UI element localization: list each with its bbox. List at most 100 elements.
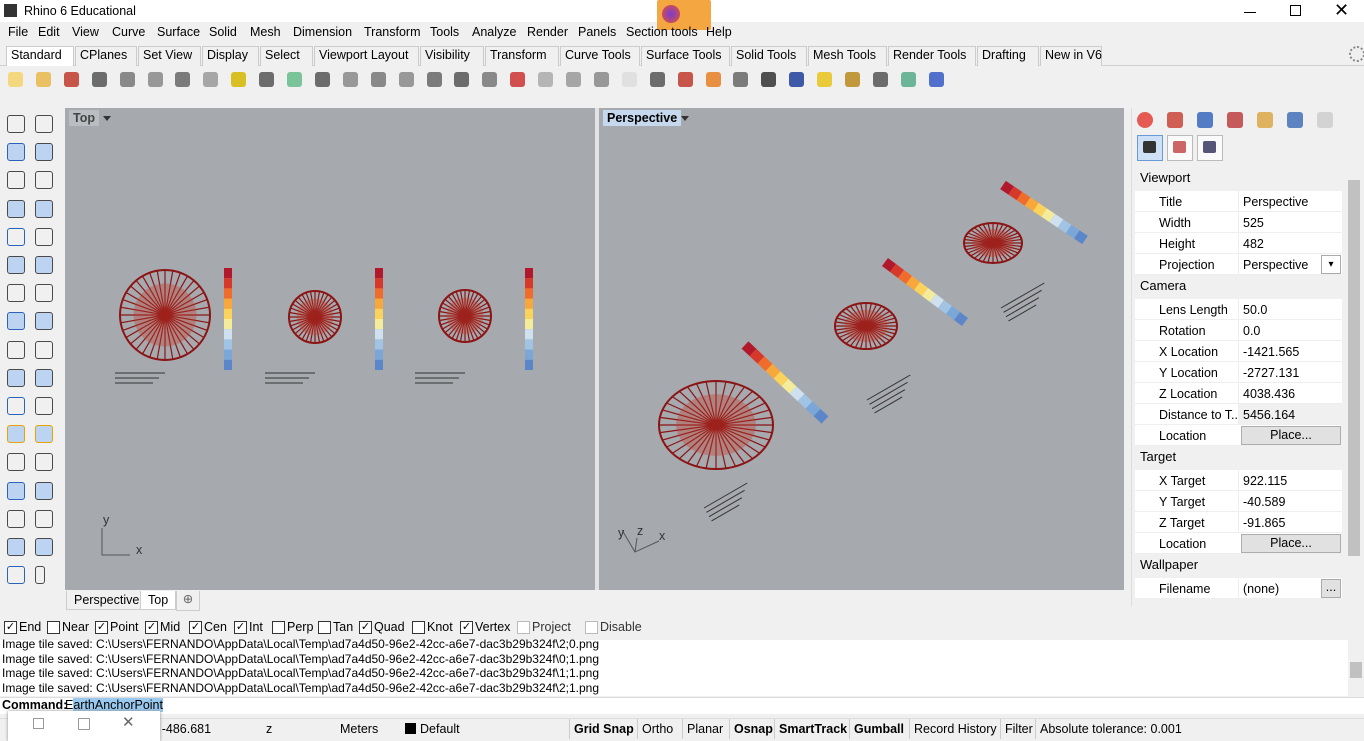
tab[interactable] [202, 46, 259, 66]
menu-item[interactable]: Surface [157, 25, 201, 39]
tool-icon[interactable] [35, 284, 53, 303]
property-value-text[interactable]: 482 [1243, 237, 1264, 251]
tool-icon[interactable] [7, 115, 25, 133]
dropdown-arrow[interactable]: ▾ [1321, 255, 1341, 274]
tool-icon[interactable] [35, 115, 53, 133]
tool-icon[interactable] [7, 312, 25, 331]
property-value-text[interactable]: 0.0 [1243, 324, 1261, 338]
status-toggle[interactable]: Record History [914, 722, 997, 736]
menu-item[interactable]: Section tools [626, 25, 698, 39]
tool-icon[interactable] [7, 256, 25, 274]
add-viewport-tab[interactable]: ⊕ [176, 591, 200, 611]
tool-icon[interactable] [35, 256, 53, 274]
property-value-text[interactable]: 525 [1243, 216, 1264, 230]
tool-icon[interactable] [35, 425, 53, 444]
status-toggle[interactable]: SmartTrack [779, 722, 848, 736]
tool-icon[interactable] [35, 312, 53, 331]
tab[interactable] [731, 46, 807, 66]
osnap-checkbox[interactable]: ✓ [4, 621, 17, 634]
command-input[interactable]: EarthAnchorPoint [65, 698, 163, 712]
tool-icon[interactable] [35, 171, 53, 190]
osnap-label[interactable]: Project [532, 620, 571, 634]
tab[interactable] [560, 46, 640, 66]
viewport-title[interactable]: Top [69, 110, 99, 126]
tool-icon[interactable] [7, 397, 25, 415]
tab[interactable] [888, 46, 976, 66]
osnap-checkbox[interactable] [412, 621, 425, 634]
tab[interactable] [641, 46, 730, 66]
panel-tab-icon[interactable] [1257, 112, 1273, 128]
menu-item[interactable]: Curve [112, 25, 146, 39]
osnap-label[interactable]: End [19, 620, 42, 634]
osnap-checkbox[interactable]: ✓ [145, 621, 158, 634]
osnap-label[interactable]: Point [110, 620, 139, 634]
property-value-text[interactable]: Perspective [1243, 195, 1309, 209]
osnap-label[interactable]: Quad [374, 620, 405, 634]
tool-icon[interactable] [7, 453, 25, 472]
tool-icon[interactable] [35, 538, 53, 556]
tool-icon[interactable] [35, 368, 53, 387]
tab[interactable] [260, 46, 313, 66]
osnap-label[interactable]: Mid [160, 620, 181, 634]
tab[interactable] [314, 46, 419, 66]
status-toggle[interactable]: Planar [687, 722, 724, 736]
osnap-checkbox[interactable] [272, 621, 285, 634]
property-value-text[interactable]: -40.589 [1243, 495, 1286, 509]
panel-scroll-thumb[interactable] [1348, 180, 1360, 556]
tab[interactable] [75, 46, 137, 66]
status-toggle[interactable]: Ortho [642, 722, 674, 736]
tool-icon[interactable] [35, 566, 45, 585]
property-value-text[interactable]: -91.865 [1243, 516, 1286, 530]
osnap-label[interactable]: Vertex [475, 620, 511, 634]
tool-icon[interactable] [7, 171, 25, 190]
osnap-checkbox[interactable] [585, 621, 598, 634]
place-button[interactable]: Place... [1241, 534, 1341, 553]
layer-swatch[interactable] [405, 723, 416, 734]
menu-item[interactable]: Panels [578, 25, 617, 39]
viewport-tab[interactable]: Top [140, 591, 177, 610]
viewport-menu-arrow[interactable] [681, 116, 689, 121]
menu-item[interactable]: Edit [38, 25, 60, 39]
tool-icon[interactable] [7, 481, 25, 500]
tool-icon[interactable] [7, 227, 25, 246]
menu-item[interactable]: Transform [364, 25, 421, 39]
maximize-button[interactable] [1290, 5, 1301, 16]
osnap-checkbox[interactable]: ✓ [359, 621, 372, 634]
tool-icon[interactable] [35, 453, 53, 472]
tool-icon[interactable] [7, 143, 25, 162]
tool-icon[interactable] [35, 481, 53, 500]
viewport-title[interactable]: Perspective [603, 110, 682, 126]
tab[interactable] [6, 46, 74, 66]
property-value-text[interactable]: Perspective [1243, 258, 1309, 272]
menu-item[interactable]: File [8, 25, 29, 39]
close-button[interactable]: ✕ [1334, 0, 1350, 20]
panel-tab-icon[interactable] [1137, 112, 1153, 128]
tool-icon[interactable] [7, 425, 25, 444]
property-value-text[interactable]: 50.0 [1243, 303, 1268, 317]
minimize-button[interactable] [1244, 2, 1256, 13]
status-toggle[interactable]: Filter [1005, 722, 1033, 736]
tool-icon[interactable] [7, 538, 25, 556]
osnap-label[interactable]: Near [62, 620, 90, 634]
settings-gear[interactable] [1349, 46, 1364, 62]
tab[interactable] [977, 46, 1039, 66]
osnap-label[interactable]: Cen [204, 620, 227, 634]
panel-tab-icon[interactable] [1227, 112, 1243, 128]
tab[interactable] [138, 46, 201, 66]
osnap-checkbox[interactable]: ✓ [234, 621, 247, 634]
osnap-checkbox[interactable]: ✓ [189, 621, 202, 634]
tool-icon[interactable] [7, 199, 25, 218]
property-value-text[interactable]: -1421.565 [1243, 345, 1300, 359]
property-value-text[interactable]: -2727.131 [1243, 366, 1300, 380]
panel-tab-icon[interactable] [1287, 112, 1303, 128]
menu-item[interactable]: View [72, 25, 99, 39]
osnap-label[interactable]: Knot [427, 620, 453, 634]
browse-button[interactable]: ... [1321, 579, 1341, 598]
tool-icon[interactable] [7, 509, 25, 528]
menu-item[interactable]: Help [706, 25, 732, 39]
property-value-text[interactable]: 4038.436 [1243, 387, 1296, 401]
panel-tab-icon[interactable] [1197, 112, 1213, 128]
osnap-checkbox[interactable]: ✓ [95, 621, 108, 634]
osnap-checkbox[interactable] [318, 621, 331, 634]
osnap-label[interactable]: Perp [287, 620, 314, 634]
